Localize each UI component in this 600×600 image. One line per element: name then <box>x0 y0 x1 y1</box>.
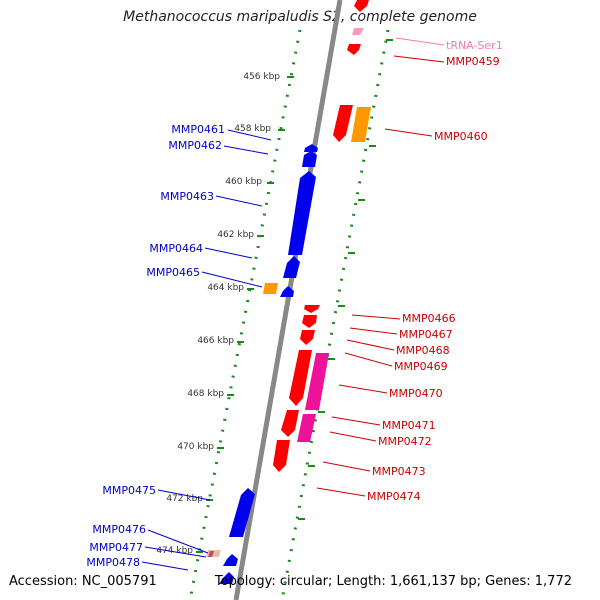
gene-arrow-down <box>354 0 369 12</box>
genome-backbone <box>233 0 343 600</box>
right-ruler <box>280 29 390 600</box>
gene-arrow-down <box>273 440 290 472</box>
accession-label: Accession: NC_005791 <box>9 574 157 589</box>
gene-pseudo-mark <box>208 551 214 557</box>
gene-label-mmp0461: MMP0461 <box>171 123 225 136</box>
gene-pink-trna <box>352 28 364 35</box>
gene-arrow <box>223 554 238 566</box>
gene-label-mmp0470: MMP0470 <box>389 387 443 400</box>
gene-arrow-down <box>304 305 320 313</box>
gene-arrow <box>288 171 316 255</box>
gene-arrow <box>219 572 234 584</box>
ruler-label-470: 470 kbp <box>177 442 214 452</box>
ruler-label-462: 462 kbp <box>217 230 254 240</box>
right-ruler-ticks <box>298 39 393 520</box>
ruler-label-468: 468 kbp <box>187 389 224 399</box>
topology-label: Topology: circular; Length: 1,661,137 bp… <box>214 574 572 589</box>
gene-label-mmp0476: MMP0476 <box>92 523 146 536</box>
gene-label-mmp0459: MMP0459 <box>446 55 500 68</box>
gene-magenta <box>297 414 316 442</box>
ruler-label-460: 460 kbp <box>225 177 262 187</box>
ruler-label-474: 474 kbp <box>156 546 193 556</box>
gene-label-mmp0460: MMP0460 <box>434 130 488 143</box>
gene-label-mmp0478: MMP0478 <box>86 556 140 569</box>
gene-arrow-down <box>333 105 353 142</box>
gene-label-mmp0477: MMP0477 <box>89 541 143 554</box>
left-leader-lines <box>141 129 272 571</box>
map-title: Methanococcus maripaludis S2, complete g… <box>123 9 477 25</box>
gene-arrow-down <box>281 410 299 437</box>
gene-arrow-down <box>289 350 312 406</box>
ruler-label-466: 466 kbp <box>197 336 234 346</box>
ruler-label-464: 464 kbp <box>207 283 244 293</box>
right-strand-genes <box>273 0 371 472</box>
gene-label-mmp0469: MMP0469 <box>394 360 448 373</box>
gene-arrow-down <box>347 44 361 55</box>
gene-label-mmp0473: MMP0473 <box>372 465 426 478</box>
gene-label-mmp0474: MMP0474 <box>367 490 421 503</box>
gene-label-mmp0471: MMP0471 <box>382 419 436 432</box>
gene-label-mmp0464: MMP0464 <box>149 242 203 255</box>
gene-label-mmp0465: MMP0465 <box>146 266 200 279</box>
gene-label-mmp0463: MMP0463 <box>160 190 214 203</box>
ruler-label-456: 456 kbp <box>243 72 280 82</box>
trna-leader-line <box>395 37 445 46</box>
left-strand-genes <box>206 144 318 584</box>
gene-arrow <box>283 256 300 278</box>
gene-label-mmp0468: MMP0468 <box>396 344 450 357</box>
gene-arrow-down <box>300 330 315 345</box>
gene-magenta <box>305 353 329 410</box>
gene-label-mmp0475: MMP0475 <box>102 484 156 497</box>
gene-arrow <box>280 286 294 297</box>
gene-arrow <box>229 488 255 537</box>
gene-arrow <box>304 144 318 152</box>
gene-label-mmp0466: MMP0466 <box>402 312 456 325</box>
gene-arrow <box>302 151 317 167</box>
gene-orange <box>263 283 278 294</box>
gene-label-mmp0472: MMP0472 <box>378 435 432 448</box>
gene-arrow-down <box>302 315 317 328</box>
ruler-label-472: 472 kbp <box>166 494 203 504</box>
right-leader-lines <box>316 55 445 497</box>
trna-label: tRNA-Ser1 <box>446 39 503 52</box>
gene-orange <box>351 107 371 142</box>
ruler-label-458: 458 kbp <box>234 124 271 134</box>
gene-label-mmp0462: MMP0462 <box>168 139 222 152</box>
gene-label-mmp0467: MMP0467 <box>399 328 453 341</box>
